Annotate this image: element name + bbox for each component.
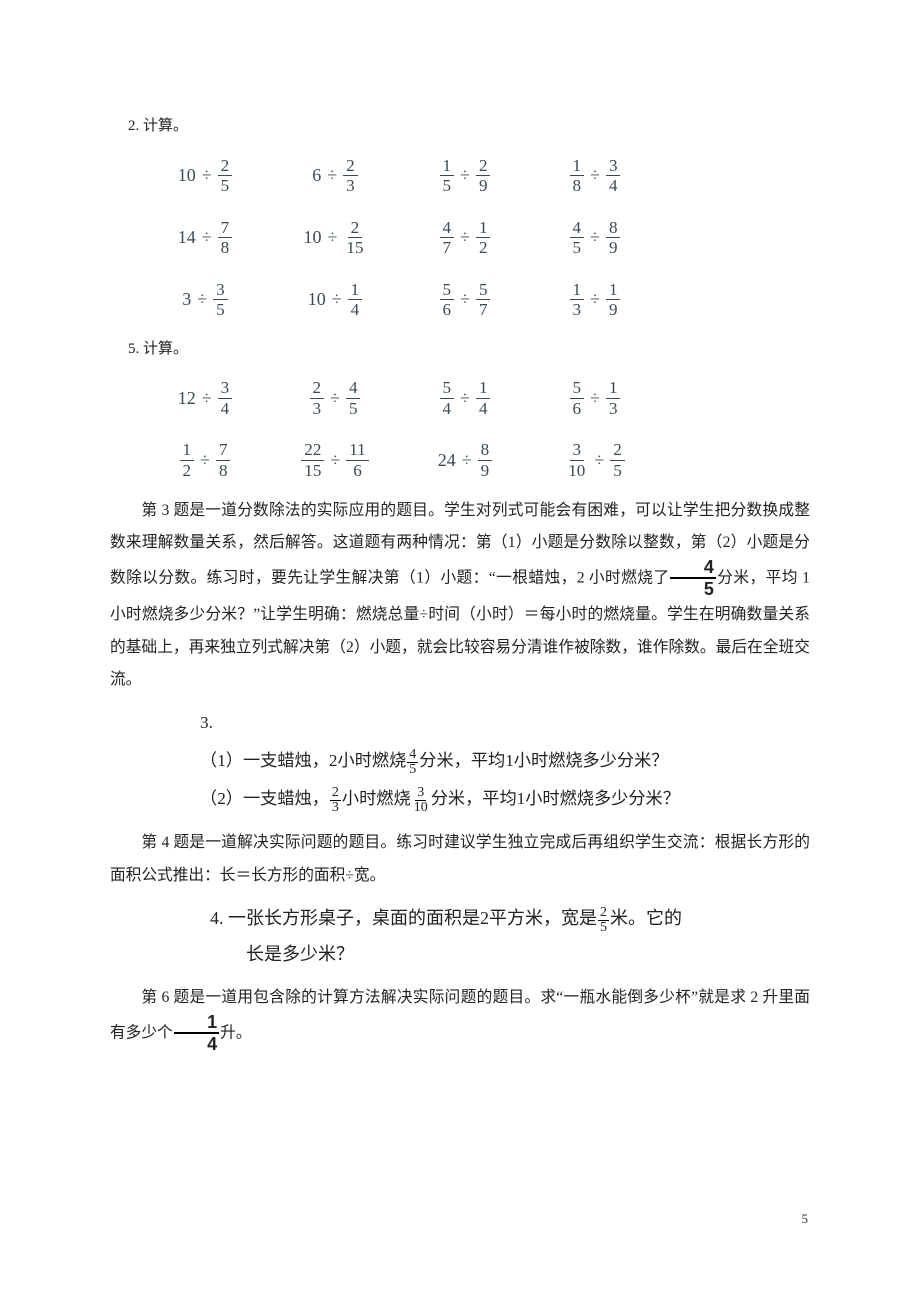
calc-cell: 12÷34 (140, 371, 270, 425)
calc-cell: 24÷89 (400, 433, 530, 487)
q3-l1-a: （1）一支蜡烛，2小时燃烧 (200, 751, 406, 770)
paragraph-q6: 第 6 题是一道用包含除的计算方法解决实际问题的题目。求“一瓶水能倒多少杯”就是… (110, 982, 810, 1054)
para6-text-b: 升。 (220, 1025, 251, 1042)
q4-l1-a: 4. 一张长方形桌子，桌面的面积是2平方米，宽是 (210, 908, 597, 928)
q3-l1-frac: 45 (407, 748, 418, 777)
section-5-label: 5. 计算。 (128, 335, 810, 364)
q3-l2-f2: 310 (412, 786, 430, 815)
q3-l2-b: 小时燃烧 (342, 789, 411, 808)
calc-cell: 10÷25 (140, 149, 270, 203)
calc-cell: 15÷29 (400, 149, 530, 203)
question-4-block: 4. 一张长方形桌子，桌面的面积是2平方米，宽是25米。它的 长是多少米？ (210, 900, 810, 972)
calc-cell: 23÷45 (270, 371, 400, 425)
calc-cell: 310÷25 (530, 433, 660, 487)
page-number: 5 (802, 1207, 809, 1232)
calc-cell: 3÷35 (140, 273, 270, 327)
calc-cell: 13÷19 (530, 273, 660, 327)
calc-cell: 10÷215 (270, 211, 400, 265)
para6-fraction: 14 (174, 1013, 219, 1053)
calc-cell: 56÷13 (530, 371, 660, 425)
q3-line1: （1）一支蜡烛，2小时燃烧45分米，平均1小时燃烧多少分米？ (200, 742, 810, 780)
section-2-label: 2. 计算。 (128, 112, 810, 141)
q4-line1: 4. 一张长方形桌子，桌面的面积是2平方米，宽是25米。它的 (210, 900, 810, 936)
q4-line2: 长是多少米？ (246, 936, 810, 972)
q3-l2-c: 分米，平均1小时燃烧多少分米？ (431, 789, 680, 808)
calc-cell: 18÷34 (530, 149, 660, 203)
para3-fraction: 45 (670, 558, 715, 598)
calc-cell: 2215÷116 (270, 433, 400, 487)
calc-cell: 14÷78 (140, 211, 270, 265)
calc-cell: 45÷89 (530, 211, 660, 265)
calc-cell: 47÷12 (400, 211, 530, 265)
calc-cell: 10÷14 (270, 273, 400, 327)
q3-l1-b: 分米，平均1小时燃烧多少分米？ (419, 751, 668, 770)
calc-cell: 54÷14 (400, 371, 530, 425)
calc-cell: 56÷57 (400, 273, 530, 327)
q3-label: 3. (200, 704, 810, 742)
q3-line2: （2）一支蜡烛，23小时燃烧310分米，平均1小时燃烧多少分米？ (200, 780, 810, 818)
calc-grid-2: 10÷256÷2315÷2918÷34 14÷7810÷21547÷1245÷89… (140, 149, 660, 327)
paragraph-q3: 第 3 题是一道分数除法的实际应用的题目。学生对列式可能会有困难，可以让学生把分… (110, 495, 810, 696)
q4-frac: 25 (598, 906, 609, 935)
q3-l2-a: （2）一支蜡烛， (200, 789, 329, 808)
paragraph-q4: 第 4 题是一道解决实际问题的题目。练习时建议学生独立完成后再组织学生交流：根据… (110, 827, 810, 891)
question-3-block: 3. （1）一支蜡烛，2小时燃烧45分米，平均1小时燃烧多少分米？ （2）一支蜡… (200, 704, 810, 818)
q3-l2-f1: 23 (330, 786, 341, 815)
calc-cell: 12÷78 (140, 433, 270, 487)
calc-cell: 6÷23 (270, 149, 400, 203)
q4-l1-b: 米。它的 (610, 908, 682, 928)
calc-grid-5: 12÷3423÷4554÷1456÷13 12÷782215÷11624÷8931… (140, 371, 660, 487)
